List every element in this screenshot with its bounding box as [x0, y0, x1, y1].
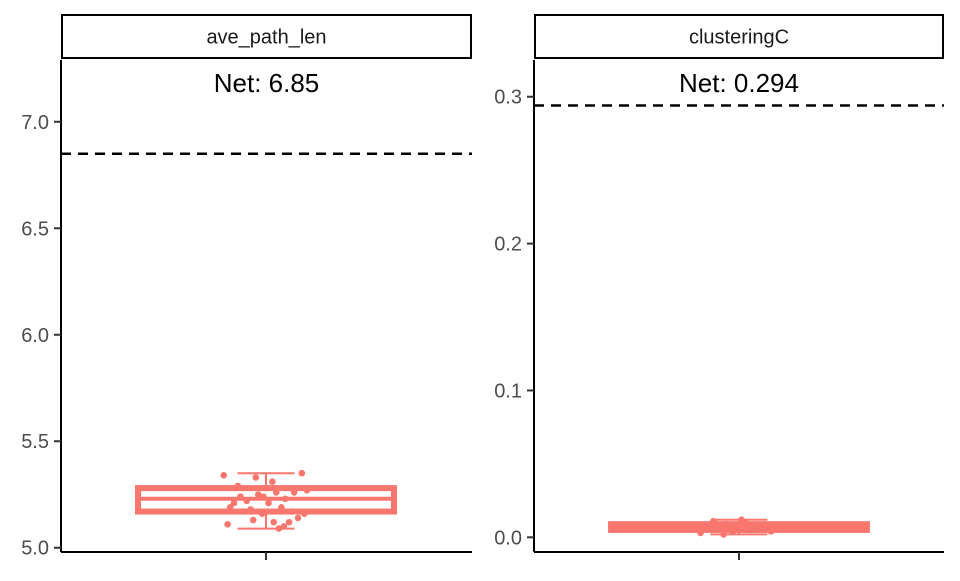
data-point [260, 493, 267, 500]
data-point [265, 499, 272, 507]
data-point [258, 510, 266, 517]
data-point [301, 510, 308, 517]
y-tick-label: 0.0 [494, 527, 522, 549]
facet-panel-2: clusteringC 0.0 0.1 0.2 0.3 Net: 0.294 [494, 14, 944, 560]
facet-strip [534, 14, 944, 59]
net-annotation: Net: 6.85 [214, 68, 320, 98]
y-tick-label: 5.0 [21, 538, 49, 560]
data-point [230, 499, 238, 507]
data-point [252, 474, 260, 481]
data-point [270, 518, 277, 526]
facet-strip-label: clusteringC [689, 27, 789, 49]
net-annotation: Net: 0.294 [679, 68, 799, 98]
data-point [280, 523, 288, 530]
data-point [288, 508, 295, 515]
data-point [285, 518, 293, 526]
y-tick-label: 6.0 [21, 325, 49, 347]
data-point [720, 531, 727, 538]
data-point [243, 497, 251, 505]
facet-strip [61, 14, 472, 59]
data-point [224, 521, 231, 528]
data-point [247, 506, 254, 513]
y-tick-label: 5.5 [21, 431, 49, 453]
data-point [748, 526, 756, 534]
data-point [275, 525, 283, 532]
data-point [290, 489, 298, 496]
data-point [716, 525, 724, 532]
y-tick-label: 0.1 [494, 380, 522, 402]
y-tick-label: 7.0 [21, 112, 49, 134]
data-point [294, 514, 302, 522]
facet-strip-label: ave_path_len [206, 27, 326, 49]
data-point [735, 523, 743, 531]
y-tick-label: 6.5 [21, 218, 49, 240]
data-point [303, 486, 311, 494]
data-point [710, 517, 717, 525]
data-point [761, 525, 768, 532]
data-point [699, 525, 707, 532]
data-point [278, 503, 285, 511]
data-point [234, 482, 242, 490]
data-point [298, 469, 306, 477]
data-point [249, 516, 257, 524]
data-point [754, 522, 762, 529]
data-point [255, 491, 262, 498]
data-point [226, 503, 234, 511]
data-point [767, 528, 775, 535]
y-tick-label: 0.3 [494, 87, 522, 109]
data-point [729, 528, 736, 535]
data-point [239, 508, 247, 515]
data-point [237, 493, 244, 500]
data-point [262, 484, 270, 492]
data-point [220, 472, 228, 479]
data-point [272, 489, 280, 496]
data-point [281, 495, 289, 503]
data-point [269, 478, 276, 486]
facet-panel-1: ave_path_len 5.0 5.5 6.0 6.5 7.0 Net: 6.85 [21, 14, 472, 560]
y-tick-label: 0.2 [494, 234, 522, 256]
data-point [722, 520, 730, 528]
data-point [738, 516, 745, 523]
